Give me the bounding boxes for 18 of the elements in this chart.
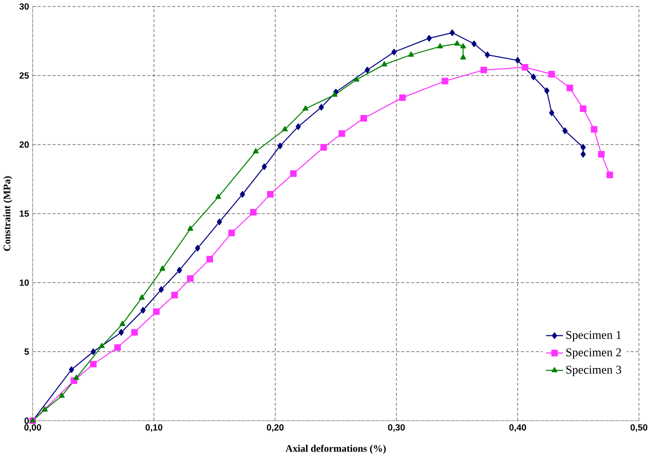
x-tick-label: 0,50 [630,424,648,432]
legend-label: Specimen 3 [566,366,622,376]
y-tick-label: 10 [20,279,29,286]
x-axis-title: Axial deformations (%) [286,444,386,454]
y-tick-label: 30 [19,3,29,10]
y-axis-title: Constraint (MPa) [3,176,12,251]
y-tick-label: 0 [24,417,29,424]
y-tick-label: 15 [20,210,29,217]
y-tick-label: 5 [24,348,29,355]
x-tick-label: 0,20 [266,424,284,432]
x-tick-label: 0,30 [388,424,405,432]
x-tick-label: 0,10 [146,424,162,432]
y-tick-label: 20 [20,141,29,148]
y-tick-label: 25 [20,72,29,79]
legend-label: Specimen 2 [566,348,621,359]
legend-label: Specimen 1 [566,330,621,342]
x-tick-label: 0,40 [509,424,526,432]
x-tick-label: 0,00 [24,424,42,432]
